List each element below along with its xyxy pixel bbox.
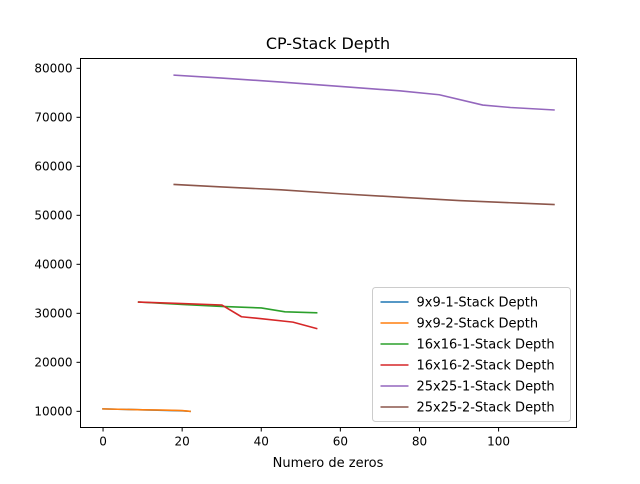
chart-title: CP-Stack Depth [266,34,390,53]
axis-ticks: 0 20 40 60 80 100 10000 20000 30000 40000 50000 600… [34,61,510,448]
x-tick-label: 0 [99,435,107,449]
x-tick-label: 100 [487,435,510,449]
y-tick-label: 30000 [34,306,72,320]
y-tick-label: 50000 [34,208,72,222]
plot-area-frame [80,58,577,428]
legend-label: 16x16-1-Stack Depth [417,338,555,353]
y-tick-label: 70000 [34,110,72,124]
series-line-6 [173,183,555,206]
legend-label: 9x9-2-Stack Depth [417,317,539,332]
series-line-5 [173,74,555,111]
legend-label: 16x16-2-Stack Depth [417,359,555,374]
legend-label: 9x9-1-Stack Depth [417,296,539,311]
x-tick-label: 80 [412,435,427,449]
x-tick-label: 60 [333,435,348,449]
legend-label: 25x25-1-Stack Depth [417,380,555,395]
x-axis-label: Numero de zeros [273,456,384,471]
series-line-2 [102,408,191,413]
legend-label: 25x25-2-Stack Depth [417,401,555,416]
x-tick-label: 20 [175,435,190,449]
y-tick-label: 20000 [34,355,72,369]
y-tick-label: 80000 [34,61,72,75]
legend: 9x9-1-Stack Depth 9x9-2-Stack Depth 16x16-… [372,287,571,422]
y-tick-label: 40000 [34,257,72,271]
x-tick-label: 40 [254,435,269,449]
y-tick-label: 60000 [34,159,72,173]
y-tick-label: 10000 [34,404,72,418]
legend-box [372,287,571,422]
series-line-4 [137,301,318,330]
series-lines [102,74,555,413]
series-line-3 [137,301,318,314]
